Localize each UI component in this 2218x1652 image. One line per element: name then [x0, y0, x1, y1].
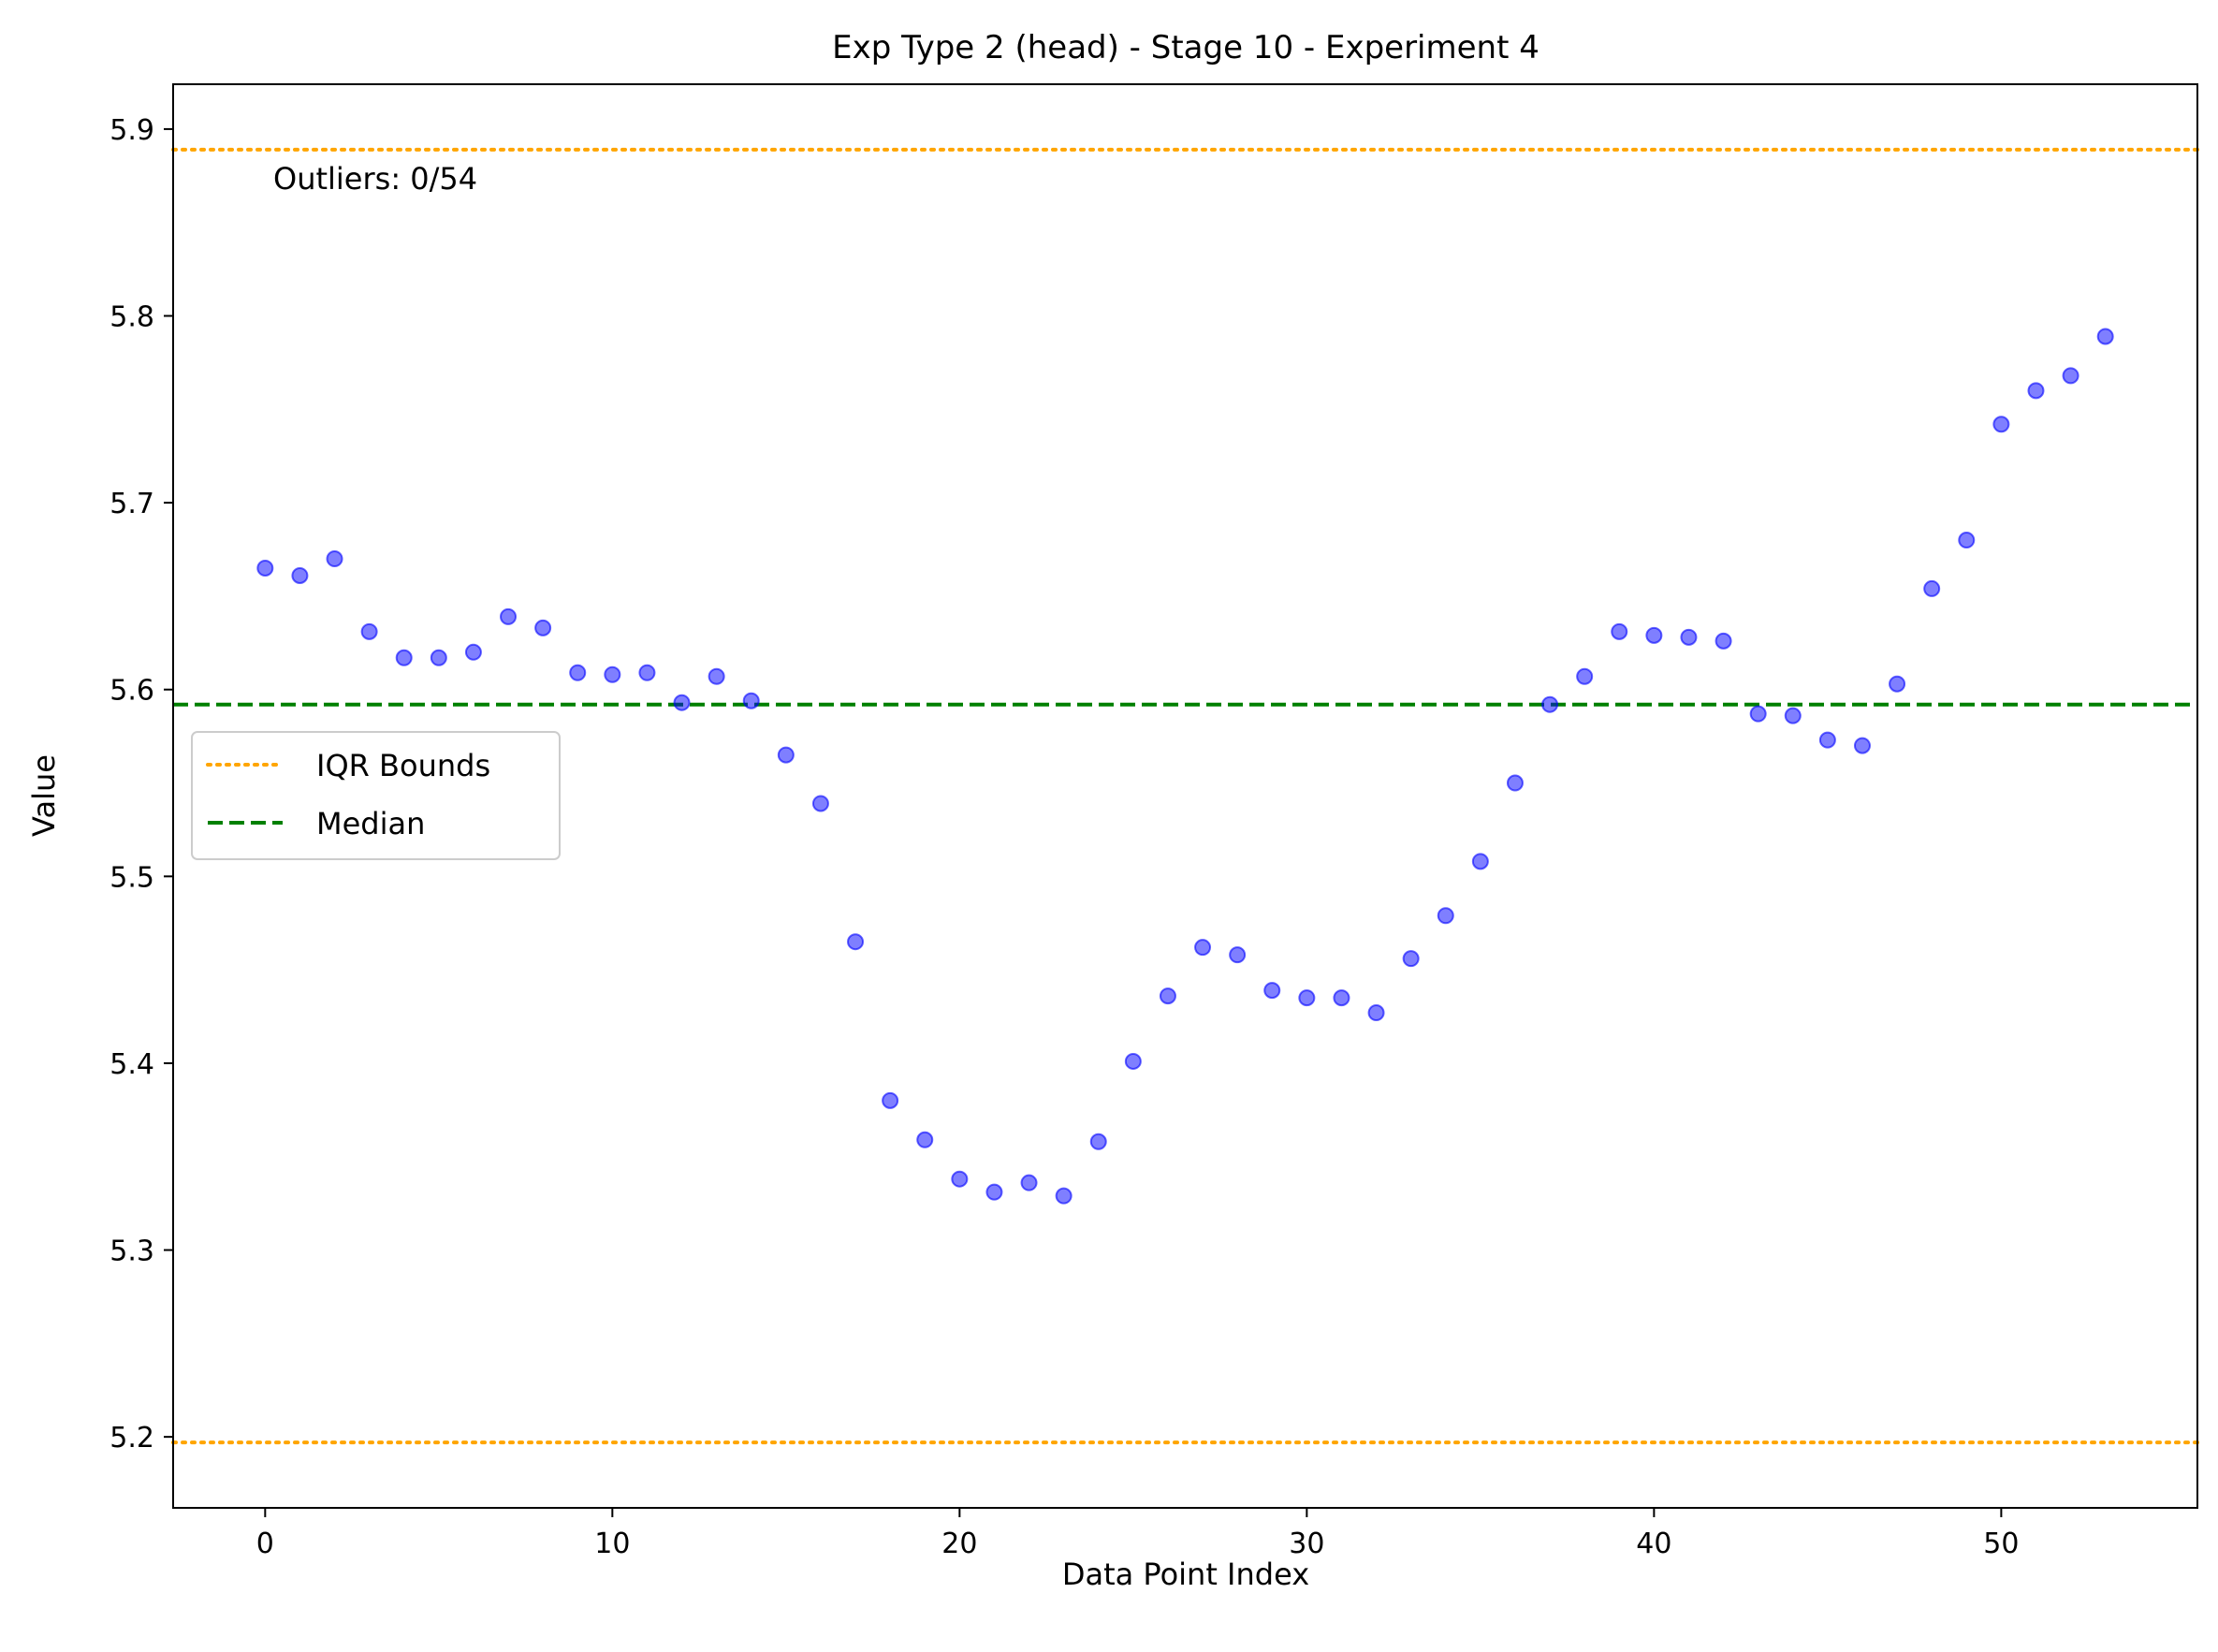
data-point	[569, 664, 587, 681]
data-point	[326, 550, 343, 567]
data-point	[534, 619, 552, 636]
legend: IQR Bounds Median	[191, 731, 561, 860]
data-point	[2062, 367, 2079, 385]
data-point	[1194, 939, 1212, 957]
y-tick-label: 5.8	[109, 301, 154, 334]
data-point	[985, 1183, 1003, 1201]
data-point	[464, 643, 482, 661]
data-point	[1020, 1174, 1038, 1191]
y-tick-label: 5.9	[109, 114, 154, 147]
y-tick-label: 5.4	[109, 1048, 154, 1081]
data-point	[360, 622, 378, 640]
data-point	[811, 795, 829, 812]
data-point	[500, 607, 518, 625]
x-tick-label: 20	[941, 1528, 977, 1560]
data-point	[1611, 622, 1628, 640]
legend-iqr-label: IQR Bounds	[316, 748, 490, 783]
data-point	[1645, 626, 1663, 644]
data-point	[777, 746, 795, 764]
data-point	[1680, 628, 1698, 646]
y-tick-label: 5.2	[109, 1422, 154, 1455]
data-point	[1992, 416, 2010, 433]
data-point	[1367, 1004, 1385, 1022]
data-point	[1818, 731, 1836, 749]
x-tick-label: 50	[1983, 1528, 2019, 1560]
legend-median-label: Median	[316, 806, 425, 841]
data-point	[1124, 1052, 1142, 1070]
outliers-annotation: Outliers: 0/54	[273, 161, 477, 197]
plot-frame	[172, 83, 2198, 1509]
data-point	[1541, 695, 1559, 713]
y-tick-label: 5.7	[109, 488, 154, 520]
data-point	[1159, 987, 1176, 1005]
data-point	[951, 1170, 969, 1188]
data-point	[395, 649, 413, 666]
data-point	[604, 665, 621, 683]
x-axis-label: Data Point Index	[1062, 1557, 1309, 1592]
y-tick-label: 5.5	[109, 861, 154, 894]
plot-area	[171, 147, 2199, 1445]
data-point	[1576, 667, 1594, 685]
data-point	[256, 559, 274, 577]
data-point	[1749, 705, 1767, 723]
data-point	[1784, 707, 1802, 724]
data-point	[1298, 989, 1316, 1007]
data-point	[1506, 774, 1524, 792]
legend-box	[191, 731, 561, 860]
data-point	[1715, 632, 1732, 650]
data-point	[708, 667, 725, 685]
data-point	[1402, 950, 1420, 968]
data-point	[1471, 853, 1489, 870]
x-tick-label: 10	[594, 1528, 630, 1560]
data-point	[1923, 579, 1941, 597]
x-tick-label: 40	[1636, 1528, 1671, 1560]
y-tick-label: 5.3	[109, 1235, 154, 1268]
data-point	[2096, 328, 2114, 345]
data-point	[1229, 946, 1247, 964]
x-tick-label: 30	[1289, 1528, 1324, 1560]
y-axis: 5.2 5.3 5.4 5.5 5.6 5.7 5.8 5.9	[109, 114, 173, 1455]
x-axis: 0 10 20 30 40 50	[256, 1508, 2019, 1560]
chart-title: Exp Type 2 (head) - Stage 10 - Experimen…	[832, 29, 1539, 66]
data-point	[1958, 532, 1976, 549]
data-point	[916, 1131, 934, 1148]
data-point	[1853, 737, 1871, 754]
data-point	[847, 933, 865, 951]
data-point	[2027, 382, 2045, 400]
data-point	[638, 664, 656, 681]
data-point	[1089, 1133, 1107, 1150]
data-point	[1263, 982, 1281, 1000]
x-tick-label: 0	[256, 1528, 274, 1560]
data-point	[673, 694, 691, 711]
data-point	[1055, 1187, 1073, 1205]
data-point	[1889, 675, 1906, 693]
data-point	[742, 692, 760, 709]
data-point	[1333, 989, 1350, 1007]
data-point	[1437, 907, 1454, 925]
data-point	[430, 649, 447, 666]
data-point	[882, 1091, 899, 1109]
y-tick-label: 5.6	[109, 675, 154, 708]
y-axis-label: Value	[26, 754, 62, 837]
data-point	[291, 566, 309, 584]
